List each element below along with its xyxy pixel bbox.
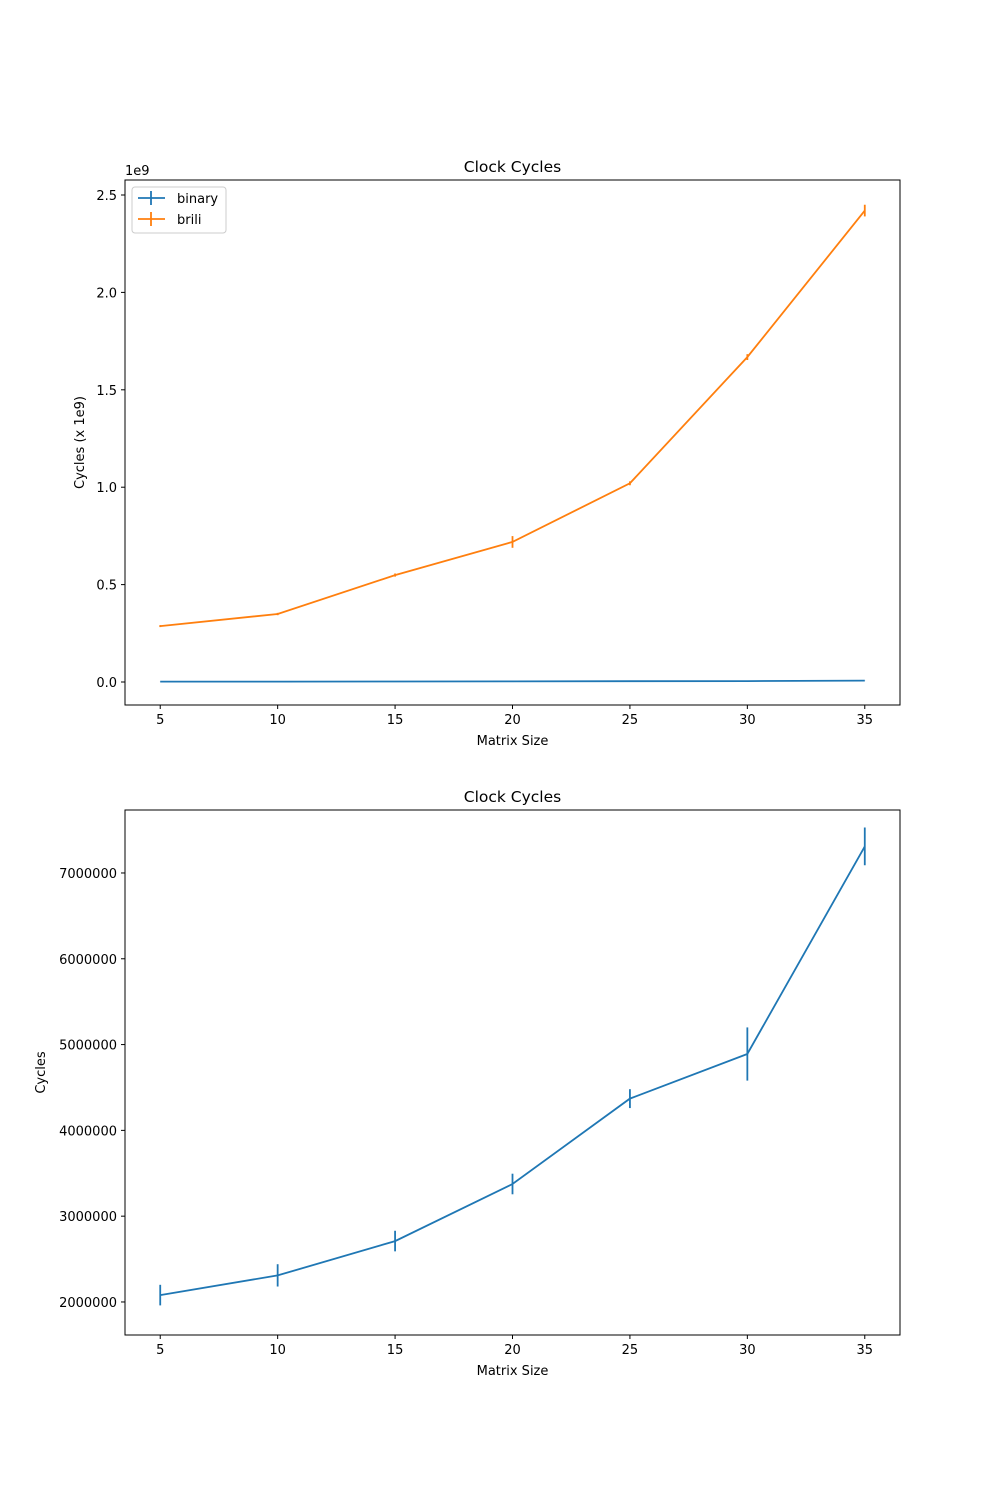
axes-frame [124, 179, 901, 706]
y-tick-label: 1.0 [96, 481, 117, 496]
x-tick-label: 5 [156, 1343, 164, 1358]
y-axis-label: Cycles (x 1e9) [73, 396, 88, 489]
legend-label-brili: brili [177, 213, 201, 228]
series-line-binary [160, 845, 866, 1296]
y-tick-label: 6000000 [59, 953, 117, 968]
y-tick-label: 1.5 [96, 384, 117, 399]
y-axis-label: Cycles [34, 1051, 49, 1094]
y-tick-label: 2000000 [59, 1296, 117, 1311]
y-tick-label: 3000000 [59, 1210, 117, 1225]
chart-title: Clock Cycles [464, 158, 561, 176]
y-tick-label: 0.0 [96, 676, 117, 691]
y-offset-label: 1e9 [125, 164, 150, 179]
legend-label-binary: binary [177, 192, 218, 207]
x-tick-label: 30 [739, 1343, 756, 1358]
y-tick-label: 2.5 [96, 189, 117, 204]
series-line-binary [160, 679, 865, 683]
x-tick-label: 25 [622, 713, 639, 728]
y-tick-label: 7000000 [59, 867, 117, 882]
x-tick-label: 25 [622, 1343, 639, 1358]
x-tick-label: 10 [269, 713, 286, 728]
x-tick-label: 30 [739, 713, 756, 728]
x-tick-label: 35 [856, 713, 873, 728]
chart-title: Clock Cycles [464, 788, 561, 806]
legend: binary brili [131, 186, 227, 234]
x-tick-label: 15 [387, 1343, 404, 1358]
axes-frame [124, 809, 901, 1336]
y-tick-label: 5000000 [59, 1039, 117, 1054]
x-tick-label: 20 [504, 1343, 521, 1358]
y-tick-label: 2.0 [96, 286, 117, 301]
x-axis-label: Matrix Size [477, 1364, 549, 1379]
x-axis-label: Matrix Size [477, 734, 549, 749]
x-tick-label: 20 [504, 713, 521, 728]
x-tick-label: 5 [156, 713, 164, 728]
series-line-brili [160, 210, 866, 627]
x-tick-label: 10 [269, 1343, 286, 1358]
chart-2: 5 10 15 20 25 30 35 2000000 3000000 4000000 500000… [34, 788, 901, 1379]
y-tick-label: 4000000 [59, 1124, 117, 1139]
y-tick-label: 0.5 [96, 579, 117, 594]
chart-1: 5 10 15 20 25 30 35 0.0 0.5 1.0 1.5 2.0 2.5 Clock Cyc… [73, 158, 901, 749]
x-tick-label: 15 [387, 713, 404, 728]
x-tick-label: 35 [856, 1343, 873, 1358]
